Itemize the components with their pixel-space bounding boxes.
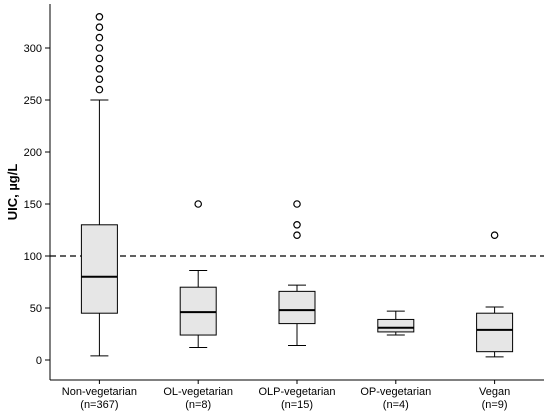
iqr-box xyxy=(80,224,118,314)
box-vegan xyxy=(476,231,514,358)
y-axis: 0 50 100 150 200 250 300 xyxy=(24,43,50,367)
category-label: OP-vegetarian xyxy=(360,386,431,398)
outlier-point xyxy=(194,200,203,208)
category-n-label: (n=4) xyxy=(383,399,409,411)
outlier-point xyxy=(490,231,499,240)
outlier-point xyxy=(293,200,301,208)
y-tick-label: 300 xyxy=(24,43,42,55)
outlier-point xyxy=(95,85,104,94)
y-axis-title: UIC, µg/L xyxy=(5,164,20,221)
category-label: Vegan xyxy=(479,386,510,398)
y-tick-label: 100 xyxy=(24,251,42,263)
boxes-group xyxy=(80,12,514,358)
outlier-point xyxy=(95,23,104,32)
outlier-point xyxy=(95,75,104,84)
iqr-box xyxy=(179,286,217,336)
box-op-vegetarian xyxy=(377,310,415,336)
outlier-point xyxy=(95,33,104,42)
box-ol-vegetarian xyxy=(179,200,217,349)
category-label: OL-vegetarian xyxy=(163,386,233,398)
iqr-box xyxy=(377,318,415,333)
box-olp-vegetarian xyxy=(278,200,316,346)
category-n-label: (n=9) xyxy=(482,399,508,411)
y-tick-label: 0 xyxy=(36,355,42,367)
category-n-label: (n=15) xyxy=(281,399,313,411)
category-n-label: (n=8) xyxy=(185,399,211,411)
y-tick-label: 50 xyxy=(30,303,42,315)
outlier-point xyxy=(293,231,301,240)
category-label: Non-vegetarian xyxy=(62,386,137,398)
category-label: OLP-vegetarian xyxy=(258,386,335,398)
y-tick-label: 200 xyxy=(24,147,42,159)
outlier-point xyxy=(95,54,104,63)
box-non-vegetarian xyxy=(80,12,118,357)
outlier-point xyxy=(293,221,301,229)
iqr-box xyxy=(278,290,316,325)
outlier-point xyxy=(95,44,104,52)
category-n-label: (n=367) xyxy=(80,399,118,411)
y-tick-label: 150 xyxy=(24,199,42,211)
x-axis-labels: Non-vegetarian(n=367) OL-vegetarian(n=8) O… xyxy=(62,380,510,411)
y-tick-label: 250 xyxy=(24,95,42,107)
outlier-point xyxy=(95,12,104,21)
outlier-point xyxy=(95,65,104,73)
iqr-box xyxy=(476,312,514,353)
